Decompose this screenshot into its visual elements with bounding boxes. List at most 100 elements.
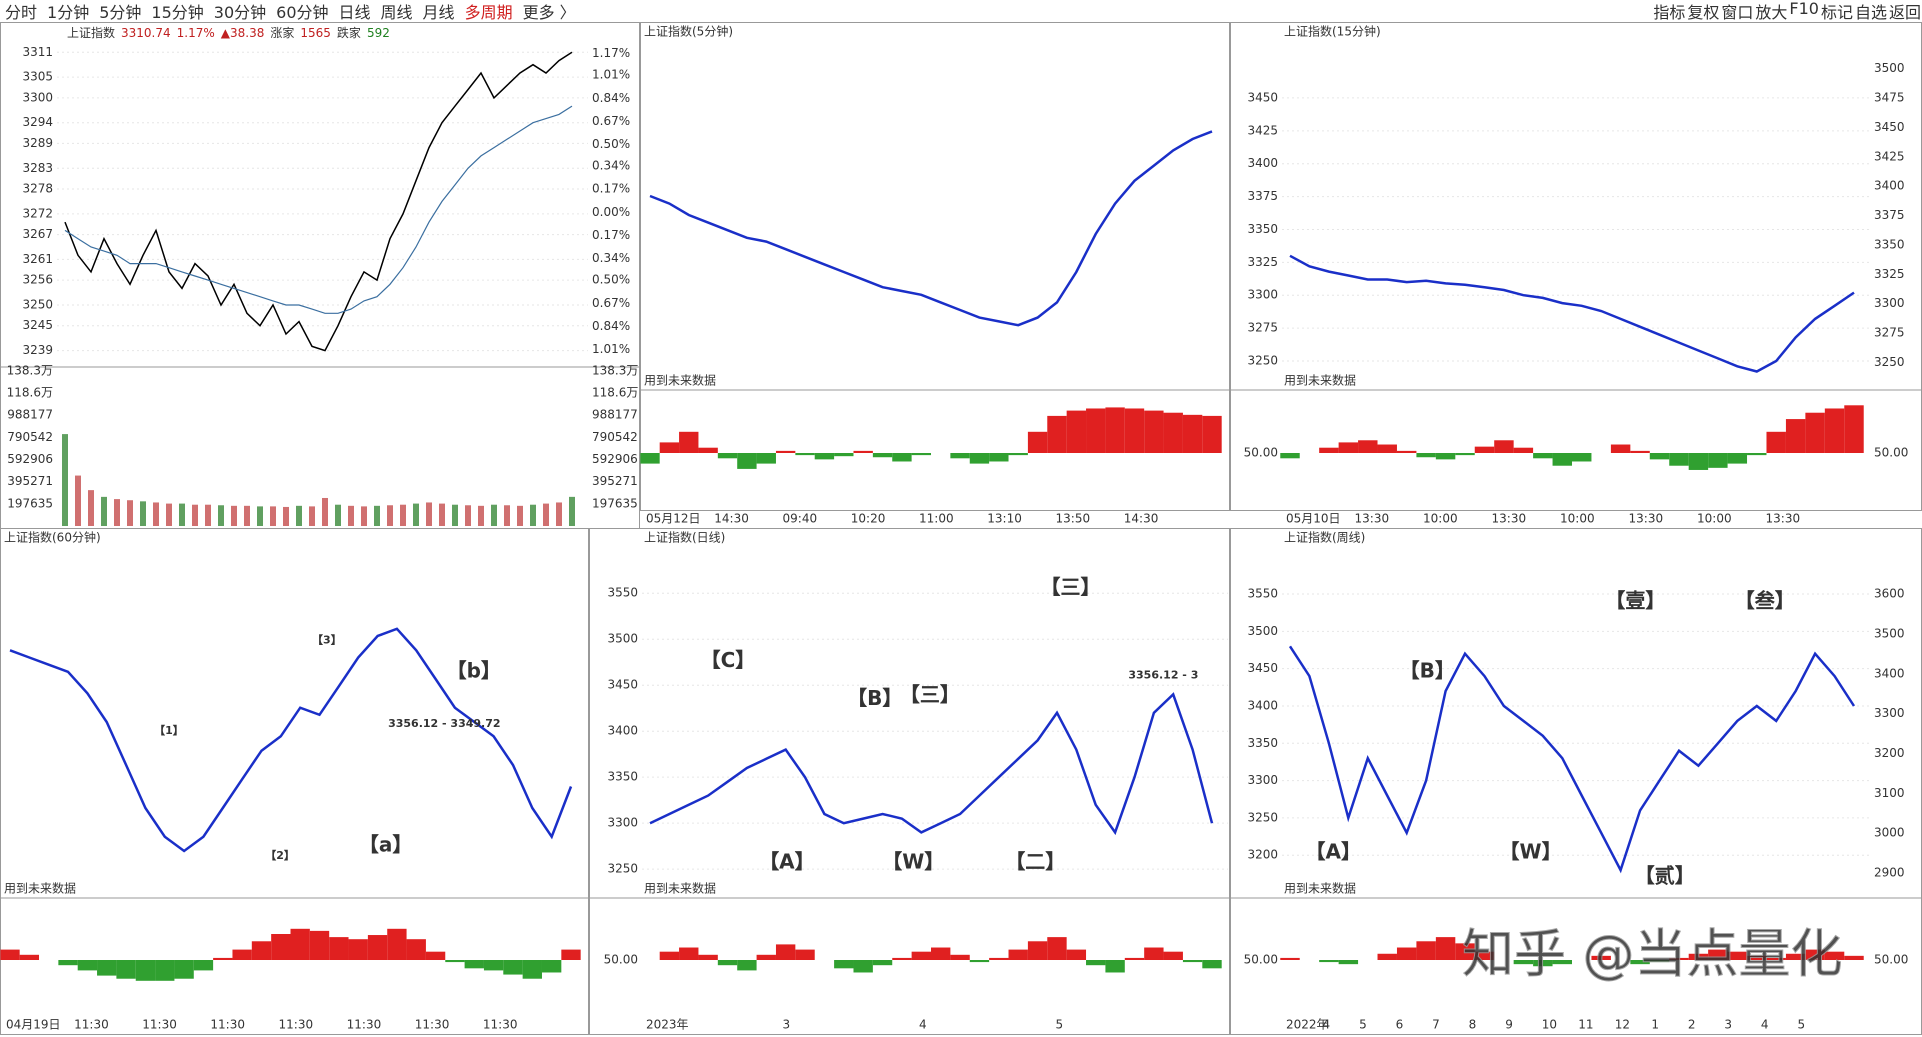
x-tick-label: 4 — [1323, 1018, 1331, 1032]
volume-bar — [166, 503, 172, 526]
indicator-bar — [367, 935, 388, 960]
y-tick-label: 3450 — [1247, 661, 1278, 675]
wave-annotation: 【2】 — [265, 849, 295, 862]
volume-bar — [101, 496, 107, 526]
y2-tick-label: 0.34% — [592, 251, 630, 265]
period-tab[interactable]: 15分钟 — [151, 3, 204, 22]
tool-button[interactable]: 返回 — [1888, 3, 1921, 22]
y2-tick-label: 0.67% — [592, 114, 630, 128]
future-data-note: 用到未来数据 — [644, 373, 716, 388]
indicator-bar — [1785, 953, 1806, 960]
indicator-bar — [1396, 450, 1417, 453]
x-tick-label: 14:30 — [1124, 512, 1159, 526]
indicator-bar — [1182, 960, 1203, 963]
indicator-bar — [1319, 447, 1339, 453]
quote-up: 1565 — [300, 26, 331, 40]
indicator-bar — [1202, 960, 1222, 969]
period-tab[interactable]: 分时 — [5, 3, 38, 22]
period-tab[interactable]: 多周期 — [464, 3, 513, 22]
volume-bar — [426, 502, 432, 526]
period-tab[interactable]: 30分钟 — [213, 3, 267, 22]
y-tick-label: 3261 — [22, 252, 53, 266]
indicator-bar — [679, 431, 699, 453]
x-tick-label: 10 — [1542, 1018, 1557, 1032]
tool-button[interactable]: 自选 — [1854, 3, 1887, 22]
panel-title: 上证指数(5分钟) — [644, 24, 733, 39]
volume-bar — [218, 505, 224, 526]
volume-tick-label: 790542 — [7, 430, 53, 444]
indicator-bar — [503, 960, 523, 975]
indicator-bar — [1610, 444, 1631, 453]
volume-tick-label: 138.3万 — [7, 364, 53, 378]
indicator-bar — [1533, 453, 1553, 459]
volume-bar — [75, 475, 81, 526]
volume-tick-label: 395271 — [592, 474, 638, 488]
future-data-note: 用到未来数据 — [1284, 881, 1356, 896]
indicator-bar — [464, 960, 484, 969]
period-tab[interactable]: 更多 〉 — [522, 3, 576, 22]
indicator-bar — [1124, 957, 1145, 960]
wave-annotation: 【A】 — [759, 850, 814, 874]
indicator-bar — [989, 957, 1009, 960]
x-tick-label: 5 — [1056, 1018, 1064, 1032]
y-tick-label: 3375 — [1247, 189, 1278, 203]
wave-annotation: 【三】 — [900, 683, 960, 707]
tool-button[interactable]: 窗口 — [1721, 3, 1754, 22]
y2-tick-label: 3375 — [1874, 208, 1905, 222]
tool-button[interactable]: 放大 — [1755, 3, 1788, 22]
tool-button[interactable]: 指标 — [1653, 3, 1686, 22]
period-tab[interactable]: 月线 — [422, 3, 455, 22]
volume-bar — [257, 506, 263, 526]
quote-header: 上证指数 3310.74 1.17% ▲38.38 涨家 1565 跌家 592 — [67, 25, 390, 40]
volume-bar — [413, 503, 419, 526]
tool-button[interactable]: 复权 — [1687, 3, 1720, 22]
y2-tick-label: 0.17% — [592, 228, 630, 242]
volume-bar — [205, 504, 211, 526]
x-tick-label: 13:30 — [1355, 512, 1390, 526]
tool-button[interactable]: F10 — [1789, 0, 1819, 18]
y-tick-label: 3289 — [22, 136, 53, 150]
panel-title: 上证指数(周线) — [1284, 530, 1365, 545]
y-tick-label: 3250 — [1247, 354, 1278, 368]
indicator-bar — [0, 949, 20, 960]
indicator-bar — [329, 937, 349, 960]
indicator-bar — [756, 453, 776, 464]
indicator-bar — [1086, 408, 1106, 453]
indicator-bar — [1649, 960, 1670, 963]
indicator-tick-label: 50.00 — [1244, 446, 1278, 460]
indicator-bar — [561, 949, 581, 960]
indicator-bar — [1086, 960, 1106, 966]
volume-bar — [374, 505, 380, 526]
y2-tick-label: 3275 — [1874, 326, 1905, 340]
wave-annotation: 【b】 — [447, 658, 501, 682]
wave-annotation: 【二】 — [1005, 850, 1065, 874]
indicator-bar — [1124, 408, 1145, 453]
volume-bar — [400, 504, 406, 526]
volume-bar — [179, 503, 185, 526]
indicator-bar — [659, 951, 680, 960]
wave-annotation: 【A】 — [1306, 839, 1361, 863]
wave-annotation: 3356.12 - 3349.72 — [388, 717, 500, 730]
y2-tick-label: 0.50% — [592, 273, 630, 287]
indicator-bar — [387, 928, 407, 960]
wave-annotation: 【C】 — [701, 648, 756, 672]
indicator-bar — [1747, 955, 1767, 960]
indicator-bar — [425, 951, 446, 960]
indicator-bar — [1396, 947, 1417, 960]
period-tab[interactable]: 5分钟 — [99, 3, 142, 22]
period-tab[interactable]: 周线 — [380, 3, 413, 22]
period-tab[interactable]: 60分钟 — [276, 3, 329, 22]
quote-delta: ▲38.38 — [221, 26, 265, 40]
wave-annotation: 【W】 — [882, 850, 944, 874]
indicator-bar — [1785, 419, 1806, 453]
indicator-bar — [1319, 960, 1339, 963]
panel-title: 上证指数(日线) — [644, 530, 725, 545]
indicator-bar — [795, 453, 815, 456]
indicator-bar — [1105, 960, 1125, 973]
x-tick-label: 11 — [1578, 1018, 1593, 1032]
y-tick-label: 3305 — [22, 70, 53, 84]
tool-button[interactable]: 标记 — [1820, 3, 1853, 22]
period-tab[interactable]: 日线 — [338, 3, 371, 22]
indicator-bar — [1669, 957, 1689, 960]
period-tab[interactable]: 1分钟 — [47, 3, 90, 22]
